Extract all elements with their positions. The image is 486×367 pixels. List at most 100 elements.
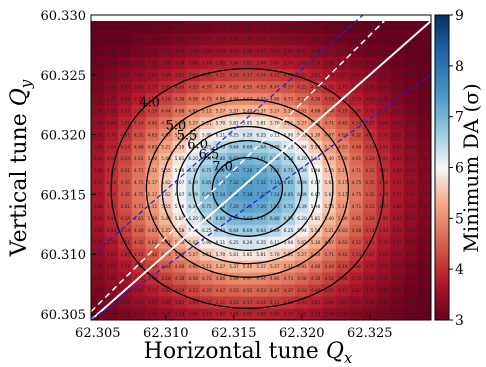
heatmap-cell-label: 7.32: [256, 180, 266, 186]
heatmap-cell: [349, 44, 364, 58]
heatmap-cell-label: 5.37: [256, 264, 266, 270]
heatmap-cell-label: 3.16: [406, 96, 416, 102]
heatmap-cell: [213, 80, 228, 94]
heatmap-cell: [335, 140, 350, 153]
heatmap-cell-label: 3.84: [107, 144, 117, 150]
heatmap-cell: [186, 260, 201, 273]
heatmap-cell-label: 3.81: [175, 73, 185, 79]
heatmap-cell: [172, 92, 187, 106]
heatmap-cell-label: 4.83: [338, 144, 348, 150]
heatmap-cell: [240, 32, 255, 46]
heatmap-cell-label: 4.38: [311, 96, 321, 102]
heatmap-cell-label: 3.45: [352, 300, 362, 306]
heatmap-cell-label: 3.48: [161, 312, 171, 318]
heatmap-cell-label: 4.63: [148, 132, 158, 138]
heatmap-cell: [390, 212, 405, 225]
heatmap-cell-label: 4.35: [365, 192, 375, 198]
heatmap-cell-label: 3.31: [161, 49, 171, 55]
heatmap-cell-label: 6.64: [229, 144, 239, 150]
contour-labels: 4.0 5.05.56.06.57.0: [139, 95, 233, 174]
heatmap-cell: [281, 260, 296, 273]
heatmap-cell-label: 3.10: [311, 25, 321, 31]
heatmap-cell-label: 4.19: [338, 264, 348, 270]
heatmap-cell-label: 3.97: [107, 168, 117, 174]
heatmap-cell: [376, 200, 391, 213]
heatmap-cell-label: 4.42: [338, 252, 348, 258]
heatmap-cell-label: 3.58: [175, 61, 185, 67]
heatmap-cell: [118, 224, 133, 237]
heatmap-cell: [335, 80, 350, 94]
heatmap-cell-label: 3.93: [188, 300, 198, 306]
heatmap-cell-label: 6.20: [297, 216, 307, 222]
heatmap-cell: [308, 20, 323, 34]
heatmap-cell-label: 6.25: [284, 228, 294, 234]
heatmap-cell: [349, 212, 364, 225]
heatmap-cell: [308, 80, 323, 94]
heatmap-cell: [118, 200, 133, 213]
heatmap-cell-label: 3.50: [284, 49, 294, 55]
heatmap-cell: [91, 68, 105, 82]
heatmap-cell: [118, 260, 133, 273]
heatmap-cell-label: 3.31: [284, 37, 294, 43]
heatmap-cell-label: 6.85: [284, 192, 294, 198]
x-tick-label: 62.305: [75, 326, 121, 341]
heatmap-cell: [281, 176, 296, 189]
heatmap-cell-label: 6.69: [243, 228, 253, 234]
heatmap-cell: [186, 68, 201, 82]
heatmap-cell: [308, 92, 323, 106]
heatmap-cell-label: 3.18: [352, 49, 362, 55]
heatmap-cell-label: 3.97: [379, 168, 389, 174]
heatmap-cell-label: 3.28: [392, 276, 402, 282]
heatmap-cell-label: 3.71: [93, 192, 103, 198]
heatmap-cell: [363, 248, 377, 261]
heatmap-cell: [417, 152, 431, 165]
heatmap-cell: [403, 92, 418, 106]
heatmap-cell-label: 6.80: [270, 216, 280, 222]
heatmap-cell-label: 3.19: [243, 25, 253, 31]
resonance-line: [91, 20, 431, 320]
heatmap-cell: [390, 224, 405, 237]
heatmap-cell-label: 3.16: [107, 61, 117, 67]
heatmap-cell: [131, 92, 146, 106]
heatmap-cell-label: 4.14: [365, 228, 375, 234]
heatmap-cell-label: 4.31: [120, 204, 130, 210]
heatmap-cell-label: 5.21: [161, 144, 171, 150]
heatmap-cell: [322, 200, 337, 213]
heatmap-cell-label: 4.32: [352, 240, 362, 246]
heatmap-cell: [104, 128, 119, 141]
heatmap-cell: [213, 20, 228, 34]
heatmap-cell: [390, 236, 405, 249]
heatmap-cell-label: 3.81: [311, 73, 321, 79]
heatmap-cell-label: 4.86: [216, 96, 226, 102]
heatmap-cell-label: 3.64: [392, 216, 402, 222]
heatmap-cell: [91, 32, 105, 46]
heatmap-cell: [403, 20, 418, 34]
heatmap-cell-label: 4.31: [365, 204, 375, 210]
heatmap-cell: [390, 284, 405, 297]
heatmap-cell: [145, 296, 160, 309]
heatmap-cell: [417, 128, 431, 141]
heatmap-cell: [91, 104, 105, 118]
resonance-line: [91, 15, 391, 313]
heatmap-cell-label: 3.00: [120, 25, 130, 31]
heatmap-cell: [104, 248, 119, 261]
heatmap-cell-label: 7.32: [229, 180, 239, 186]
heatmap-cell-label: 3.09: [93, 61, 103, 67]
heatmap-cell-label: 3.23: [120, 61, 130, 67]
heatmap-cell-label: 3.10: [175, 25, 185, 31]
heatmap-cell: [254, 296, 269, 309]
heatmap-cell: [213, 116, 228, 130]
heatmap-cell-label: 3.30: [352, 312, 362, 318]
heatmap-cell: [91, 176, 105, 189]
heatmap-cell: [172, 296, 187, 309]
heatmap-cell-label: 3.43: [93, 252, 103, 258]
heatmap-cell: [186, 140, 201, 153]
heatmap-cell: [91, 224, 105, 237]
heatmap-cell: [145, 68, 160, 82]
heatmap-cell-label: 3.06: [406, 300, 416, 306]
heatmap-cell-label: 3.39: [338, 312, 348, 318]
heatmap-cell: [118, 128, 133, 141]
heatmap-cell-label: 4.24: [120, 156, 130, 162]
heatmap-cell: [227, 296, 241, 309]
heatmap-cell: [322, 140, 337, 153]
